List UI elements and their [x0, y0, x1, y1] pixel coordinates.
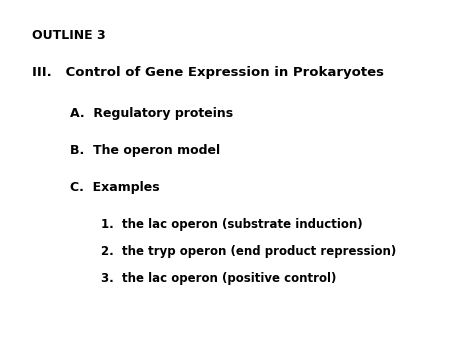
Text: 2.  the tryp operon (end product repression): 2. the tryp operon (end product repressi… — [101, 245, 396, 258]
Text: C.  Examples: C. Examples — [70, 181, 159, 194]
Text: 1.  the lac operon (substrate induction): 1. the lac operon (substrate induction) — [101, 218, 363, 231]
Text: OUTLINE 3: OUTLINE 3 — [32, 29, 105, 42]
Text: B.  The operon model: B. The operon model — [70, 144, 220, 157]
Text: III.   Control of Gene Expression in Prokaryotes: III. Control of Gene Expression in Proka… — [32, 66, 383, 79]
Text: A.  Regulatory proteins: A. Regulatory proteins — [70, 107, 233, 120]
Text: 3.  the lac operon (positive control): 3. the lac operon (positive control) — [101, 272, 337, 285]
